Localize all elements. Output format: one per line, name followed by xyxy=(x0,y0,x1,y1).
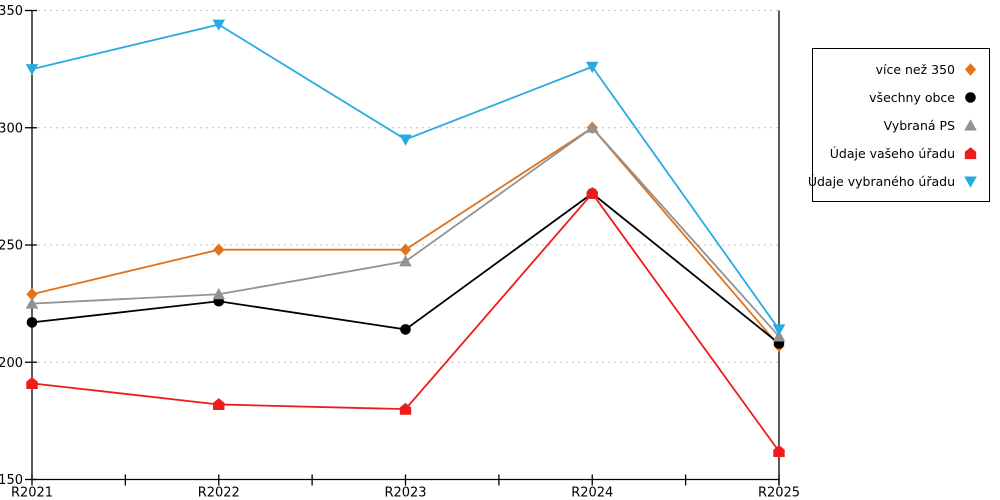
data-point-marker xyxy=(25,64,39,76)
legend-item-0: více než 350 xyxy=(813,55,989,83)
legend-marker-pentagon-icon xyxy=(964,146,977,159)
data-point-marker xyxy=(399,402,412,415)
data-point-marker xyxy=(772,330,786,342)
legend-item-3: Údaje vašeho úřadu xyxy=(813,139,989,167)
x-tick-label: R2024 xyxy=(571,486,613,500)
legend-marker-triangle-down-icon xyxy=(964,176,977,188)
data-point-marker xyxy=(213,243,225,256)
legend-label: Údaje vybraného úřadu xyxy=(807,173,955,189)
legend-marker-circle-icon xyxy=(965,91,976,103)
series-line-2 xyxy=(31,126,780,338)
data-point-marker xyxy=(400,324,411,335)
data-point-marker xyxy=(399,255,412,267)
x-tick-label: R2022 xyxy=(198,486,240,500)
series-0 xyxy=(26,121,785,353)
data-point-marker xyxy=(585,121,599,133)
data-point-marker xyxy=(399,134,412,146)
legend-marker-shape xyxy=(964,176,977,188)
series-3 xyxy=(26,187,785,457)
data-point-marker xyxy=(772,324,786,336)
legend-item-4: Údaje vybraného úřadu xyxy=(808,167,989,195)
y-tick-label: 300 xyxy=(0,121,23,136)
legend-marker-shape xyxy=(964,118,977,130)
legend-item-2: Vybraná PS xyxy=(813,111,989,139)
data-point-marker xyxy=(399,243,412,256)
y-tick-label: 250 xyxy=(0,239,23,254)
legend-label: více než 350 xyxy=(875,61,955,77)
data-point-marker xyxy=(26,377,38,389)
x-tick-label: R2023 xyxy=(384,486,426,500)
legend-marker-triangle-up-icon xyxy=(964,118,977,130)
x-tick-label: R2025 xyxy=(758,486,800,500)
data-point-marker xyxy=(585,61,599,74)
legend-marker-shape xyxy=(965,91,976,103)
legend-marker-diamond-icon xyxy=(964,62,977,76)
legend-marker-shape xyxy=(964,62,977,76)
y-tick-label: 350 xyxy=(0,4,23,19)
legend-label: všechny obce xyxy=(869,89,955,105)
data-point-marker xyxy=(586,187,598,200)
legend-marker-shape xyxy=(964,146,977,159)
chart-legend: více než 350 všechny obce Vybraná PS Údaje … xyxy=(808,48,990,202)
y-tick-label: 200 xyxy=(0,356,23,371)
data-point-marker xyxy=(212,287,226,300)
legend-label: Vybraná PS xyxy=(883,117,955,133)
legend-item-1: všechny obce xyxy=(813,83,989,111)
data-point-marker xyxy=(26,288,38,301)
data-point-marker xyxy=(26,317,38,328)
series-line-0 xyxy=(31,126,780,347)
data-point-marker xyxy=(773,445,785,457)
data-point-marker xyxy=(213,398,225,411)
data-point-marker xyxy=(25,297,39,309)
x-tick-label: R2021 xyxy=(11,486,53,500)
series-line-4 xyxy=(31,23,780,330)
y-tick-label: 150 xyxy=(0,473,23,488)
series-4 xyxy=(25,19,786,336)
data-point-marker xyxy=(212,19,226,31)
legend-label: Údaje vašeho úřadu xyxy=(829,145,955,161)
series-2 xyxy=(25,121,786,342)
